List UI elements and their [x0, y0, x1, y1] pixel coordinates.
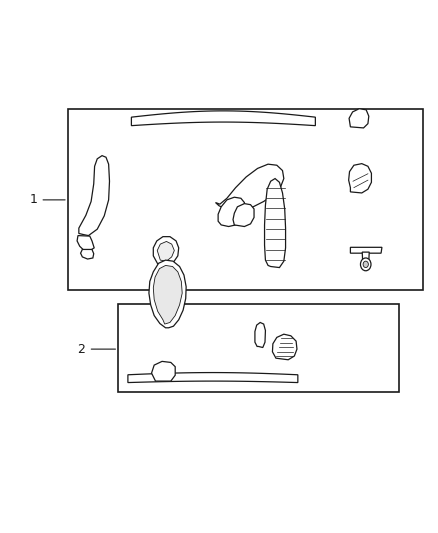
Circle shape	[360, 258, 371, 271]
Polygon shape	[128, 373, 298, 383]
Text: 1: 1	[29, 193, 37, 206]
Polygon shape	[152, 361, 175, 381]
Polygon shape	[362, 252, 369, 261]
Polygon shape	[272, 334, 297, 360]
Circle shape	[363, 261, 368, 268]
Polygon shape	[233, 204, 254, 227]
Polygon shape	[157, 241, 174, 261]
Polygon shape	[153, 265, 182, 324]
Polygon shape	[77, 236, 94, 251]
Bar	[68, 109, 423, 290]
Polygon shape	[218, 197, 244, 227]
Polygon shape	[255, 322, 265, 348]
Polygon shape	[265, 179, 286, 268]
Polygon shape	[349, 109, 369, 128]
Polygon shape	[81, 249, 94, 259]
Text: 2: 2	[78, 343, 85, 356]
Polygon shape	[149, 260, 186, 328]
Polygon shape	[350, 247, 382, 253]
Polygon shape	[79, 156, 110, 236]
Polygon shape	[349, 164, 371, 193]
Polygon shape	[153, 237, 179, 266]
Bar	[118, 304, 399, 392]
Polygon shape	[215, 164, 284, 211]
Polygon shape	[131, 111, 315, 126]
